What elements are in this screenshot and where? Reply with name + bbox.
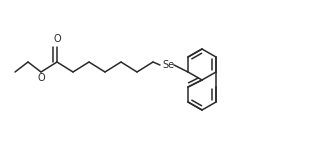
Text: O: O xyxy=(37,73,45,83)
Text: Se: Se xyxy=(162,60,174,70)
Text: O: O xyxy=(53,34,61,44)
